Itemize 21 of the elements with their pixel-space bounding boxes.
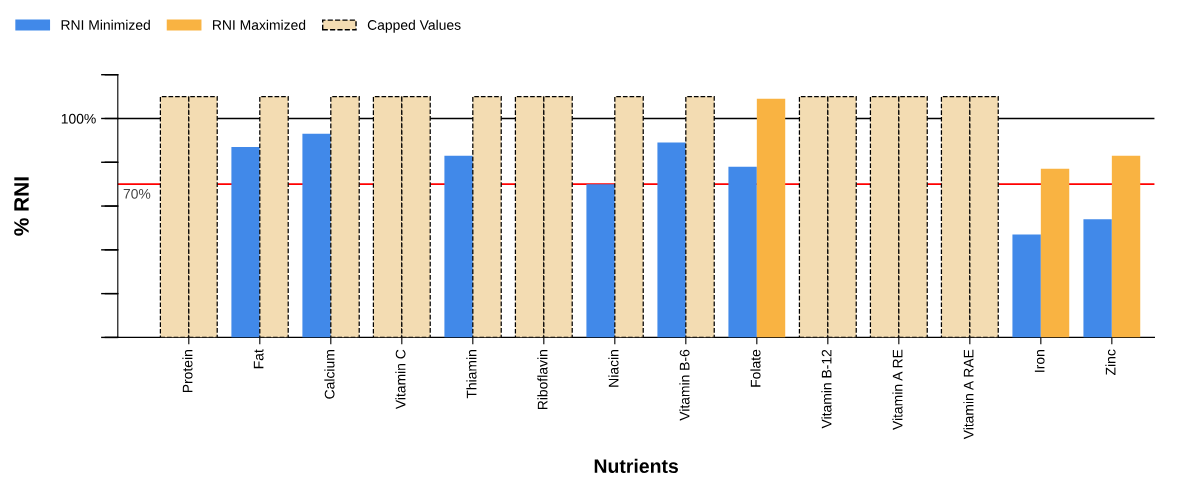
x-tick-label: Vitamin C — [395, 349, 406, 410]
x-tick-label: Fat — [253, 349, 264, 369]
y-tick-label: 100% — [61, 113, 96, 124]
x-tick-label: Vitamin A RE — [892, 349, 903, 430]
x-tick-label: Calcium — [324, 350, 335, 399]
legend-label: RNI Minimized — [61, 19, 150, 30]
x-tick-label: Niacin — [608, 350, 619, 387]
legend-label: Capped Values — [367, 19, 461, 33]
x-tick-label: Iron — [1034, 350, 1045, 372]
x-tick-label: Vitamin A RAE — [963, 349, 974, 440]
ref-line-label: 70% — [123, 188, 151, 199]
x-tick-label: Riboflavin — [537, 350, 548, 410]
x-tick-label: Thiamin — [466, 350, 477, 399]
x-tick-label: Folate — [750, 349, 761, 387]
x-tick-label: Zinc — [1105, 349, 1116, 375]
x-tick-label: Vitamin B-12 — [821, 349, 832, 429]
x-tick-label: Vitamin B-6 — [679, 349, 690, 421]
legend-label: RNI Maximized — [213, 19, 306, 30]
x-axis-title: Nutrients — [594, 458, 678, 474]
x-tick-label: Protein — [182, 350, 193, 393]
y-axis-title: % RNI — [14, 177, 29, 236]
